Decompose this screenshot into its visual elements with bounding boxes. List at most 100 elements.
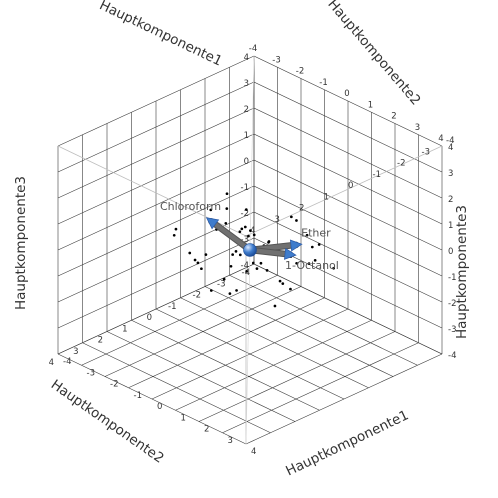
data-point xyxy=(245,270,248,273)
data-point xyxy=(317,243,321,246)
tick-label-z-left: 3 xyxy=(244,79,249,89)
data-point xyxy=(267,241,270,244)
tick-label-z-left: 1 xyxy=(244,131,249,141)
vector-arrowhead[interactable] xyxy=(205,217,220,230)
grid-line xyxy=(245,353,443,445)
tick-label-z-left: -3 xyxy=(241,235,249,245)
data-point xyxy=(196,261,200,265)
tick-label-z-right: -4 xyxy=(448,351,456,361)
data-point xyxy=(228,292,232,295)
data-point xyxy=(238,253,242,257)
data-point xyxy=(259,261,263,265)
tick-label-z-left: 4 xyxy=(244,53,249,63)
data-point xyxy=(251,261,255,265)
tick-label-y-top: -2 xyxy=(397,159,405,169)
grid-line xyxy=(253,81,443,173)
tick-label-y-top: 1 xyxy=(324,192,329,202)
tick-label-y-bottom: -1 xyxy=(168,302,176,312)
tick-label-x-bottom: 2 xyxy=(204,425,209,435)
vector-arrowhead[interactable] xyxy=(289,239,303,252)
tick-label-z-right: -2 xyxy=(448,299,456,309)
tick-label-y-top: -3 xyxy=(422,147,430,157)
axis-title-z-right: Hauptkomponente3 xyxy=(454,205,470,339)
grid-line xyxy=(57,159,255,251)
data-point xyxy=(252,233,256,237)
data-point xyxy=(278,279,282,283)
data-point xyxy=(231,253,234,256)
grid-line xyxy=(222,342,419,434)
origin-handle[interactable] xyxy=(243,243,257,257)
loading-vectors[interactable]: Chloroform Ether 1-Octanol xyxy=(160,200,339,272)
tick-label-x-bottom: -4 xyxy=(63,357,71,367)
data-point xyxy=(265,269,269,272)
tick-label-x-top: -4 xyxy=(249,44,257,54)
tick-label-y-bottom: 4 xyxy=(49,358,54,368)
vector-label: Ether xyxy=(301,226,331,239)
data-point xyxy=(193,258,197,262)
data-point xyxy=(255,267,259,270)
data-point xyxy=(305,233,309,237)
grid-line xyxy=(175,319,372,411)
data-point xyxy=(295,261,298,265)
grid-line xyxy=(155,308,345,400)
data-point xyxy=(229,264,233,268)
grid-line xyxy=(57,55,255,147)
tick-label-y-top: 3 xyxy=(275,215,280,225)
data-point xyxy=(244,208,248,211)
tick-label-x-bottom: -2 xyxy=(110,380,118,390)
vector-label: Chloroform xyxy=(160,200,221,213)
tick-label-z-right: -1 xyxy=(448,273,456,283)
data-point xyxy=(225,207,229,210)
grid-line xyxy=(57,353,247,445)
tick-label-y-top: 2 xyxy=(299,204,304,214)
tick-label-z-left: 2 xyxy=(244,105,249,115)
tick-label-z-right: -3 xyxy=(448,325,456,335)
grid-line xyxy=(253,107,443,199)
data-point xyxy=(225,192,229,196)
data-point xyxy=(307,262,311,265)
tick-label-y-top: -1 xyxy=(373,170,381,180)
data-point xyxy=(332,266,335,270)
data-point xyxy=(234,250,238,253)
tick-label-y-bottom: -3 xyxy=(217,279,225,289)
tick-label-z-right: 2 xyxy=(448,195,453,205)
data-point xyxy=(204,253,208,256)
tick-label-x-top: 4 xyxy=(438,134,443,144)
axis-title-y-bottom: Hauptkomponente2 xyxy=(48,377,167,467)
data-point xyxy=(209,289,213,292)
tick-label-y-bottom: 2 xyxy=(98,336,103,346)
grid-line xyxy=(57,133,255,225)
data-point xyxy=(247,234,250,238)
data-point xyxy=(295,219,298,222)
data-point xyxy=(249,229,252,232)
vector-arrowhead[interactable] xyxy=(283,247,297,260)
tick-label-z-right: 1 xyxy=(448,221,453,231)
axis-title-z-left: Hauptkomponente3 xyxy=(13,176,29,310)
tick-label-z-left: -2 xyxy=(241,209,249,219)
grid-line xyxy=(106,331,296,422)
axis-title-x-top: Hauptkomponente1 xyxy=(97,0,225,70)
tick-label-y-top: 0 xyxy=(348,181,353,191)
data-point xyxy=(313,258,317,262)
tick-label-x-top: -3 xyxy=(272,55,280,65)
tick-label-x-top: 2 xyxy=(391,112,396,122)
tick-labels: -4-4-4-4-4-4-3-3-3-3-3-3-2-2-2-2-2-2-1-1… xyxy=(49,44,457,457)
data-point xyxy=(174,227,178,231)
box-edge xyxy=(245,145,443,237)
tick-label-y-bottom: 3 xyxy=(73,347,78,357)
grid-line xyxy=(82,342,271,434)
axis-title-y-top: Hauptkomponente2 xyxy=(324,0,423,108)
tick-label-y-bottom: 1 xyxy=(122,324,127,334)
data-point xyxy=(200,267,203,271)
grid-line xyxy=(198,331,396,422)
tick-label-z-right: 0 xyxy=(448,247,453,257)
data-point xyxy=(222,277,226,281)
tick-label-z-left: -1 xyxy=(241,183,249,193)
data-point xyxy=(243,225,247,229)
data-point xyxy=(240,227,244,231)
tick-label-x-top: 3 xyxy=(415,123,420,133)
data-point xyxy=(310,245,314,249)
tick-label-x-top: -2 xyxy=(296,67,304,77)
data-point xyxy=(290,215,293,219)
